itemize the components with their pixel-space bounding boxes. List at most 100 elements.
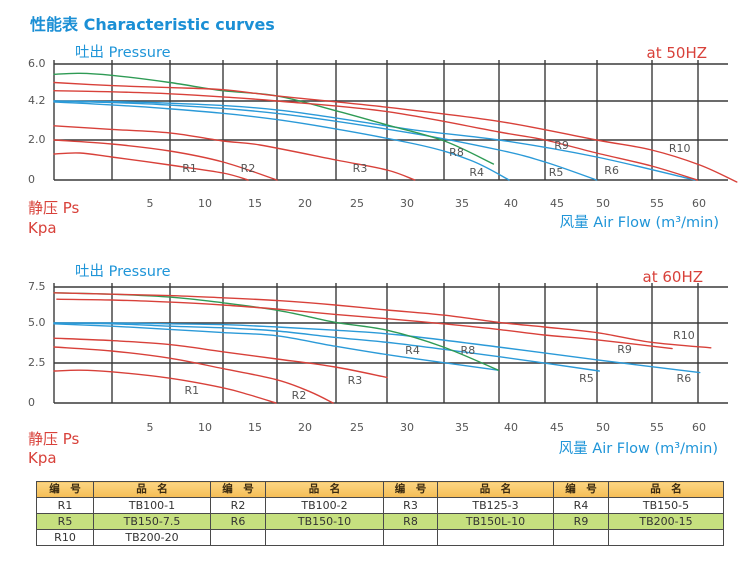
x-tick-label: 15 — [248, 197, 262, 210]
curve-R4 — [53, 323, 499, 371]
curve-R3 — [53, 125, 416, 181]
x-tick-label: 60 — [692, 197, 706, 210]
curve-label-R10: R10 — [673, 329, 695, 342]
cell-code: R1 — [36, 497, 94, 514]
header-model: 品 名 — [608, 481, 724, 498]
x-tick-label: 5 — [147, 197, 154, 210]
x-tick-label: 10 — [198, 421, 212, 434]
y-axis-unit: Kpa — [28, 219, 57, 237]
x-tick-label: 35 — [455, 421, 469, 434]
x-tick-label: 15 — [248, 421, 262, 434]
cell-code: R10 — [36, 529, 94, 546]
curve-R10 — [53, 81, 738, 183]
curve-R5 — [53, 322, 600, 372]
curve-R1 — [53, 152, 249, 181]
cell-model: TB150-7.5 — [93, 513, 211, 530]
curves — [53, 292, 712, 404]
curve-R6 — [53, 100, 696, 181]
cell-code — [210, 529, 266, 546]
curve-label-R5: R5 — [579, 372, 594, 385]
curve-label-R9: R9 — [617, 343, 632, 356]
table-row: R10 TB200-20 — [36, 529, 724, 546]
cell-code: R6 — [210, 513, 266, 530]
cell-model — [437, 529, 554, 546]
chart-60hz: 吐出 Pressure at 60HZ 静压 Ps Kpa 风量 Air Flo… — [28, 263, 728, 467]
curve-label-R10: R10 — [669, 142, 691, 155]
curve-label-R2: R2 — [241, 162, 256, 175]
curve-label-R4: R4 — [469, 166, 484, 179]
y-tick-label: 0 — [28, 173, 35, 186]
curve-label-R1: R1 — [182, 162, 197, 175]
curve-label-R4: R4 — [405, 344, 420, 357]
cell-model: TB100-2 — [265, 497, 384, 514]
curve-label-R2: R2 — [292, 389, 307, 402]
table-row: R5 TB150-7.5 R6 TB150-10 R8 TB150L-10 R9… — [36, 513, 724, 530]
chart-50hz: 吐出 Pressure at 50HZ 静压 Ps Kpa 风量 Air Flo… — [28, 44, 738, 237]
curve-label-R1: R1 — [184, 384, 199, 397]
y-tick-label: 2.5 — [28, 356, 46, 369]
y-axis-label: 静压 Ps — [28, 199, 80, 217]
cell-model: TB100-1 — [93, 497, 211, 514]
table-row: R1 TB100-1 R2 TB100-2 R3 TB125-3 R4 TB15… — [36, 497, 724, 514]
pressure-label: 吐出 Pressure — [75, 44, 171, 61]
y-tick-label: 4.2 — [28, 94, 46, 107]
x-tick-label: 55 — [650, 421, 664, 434]
curve-label-R5: R5 — [549, 166, 564, 179]
cell-model: TB150-10 — [265, 513, 384, 530]
pressure-label: 吐出 Pressure — [75, 263, 171, 280]
x-tick-label: 40 — [504, 197, 518, 210]
grid — [53, 283, 728, 404]
curve-label-R6: R6 — [677, 372, 692, 385]
cell-model: TB125-3 — [437, 497, 554, 514]
curve-R9 — [53, 90, 698, 181]
x-axis-label: 风量 Air Flow (m³/min) — [559, 440, 718, 457]
x-tick-label: 25 — [350, 197, 364, 210]
cell-model: TB150L-10 — [437, 513, 554, 530]
header-model: 品 名 — [93, 481, 211, 498]
x-tick-label: 35 — [455, 197, 469, 210]
curve-R3 — [53, 337, 388, 379]
x-tick-label: 50 — [596, 197, 610, 210]
cell-code: R3 — [383, 497, 438, 514]
curve-label-R9: R9 — [554, 139, 569, 152]
curve-R1 — [53, 369, 277, 404]
x-tick-label: 50 — [596, 421, 610, 434]
cell-model: TB200-15 — [608, 513, 724, 530]
y-tick-label: 7.5 — [28, 280, 46, 293]
cell-code: R2 — [210, 497, 266, 514]
y-tick-label: 6.0 — [28, 57, 46, 70]
x-tick-label: 20 — [298, 197, 312, 210]
curve-label-R8: R8 — [449, 146, 464, 159]
curve-R5 — [53, 100, 598, 181]
x-tick-label: 30 — [400, 421, 414, 434]
cell-model: TB150-5 — [608, 497, 724, 514]
y-axis-unit: Kpa — [28, 449, 57, 467]
curve-label-R3: R3 — [348, 374, 363, 387]
page-title: 性能表 Characteristic curves — [30, 15, 275, 34]
curves — [53, 72, 738, 183]
x-tick-label: 5 — [147, 421, 154, 434]
x-axis-label: 风量 Air Flow (m³/min) — [560, 214, 719, 231]
curve-labels: R1 R2 R3 R4 R8 R9 R10 R5 R6 — [184, 329, 694, 402]
y-tick-label: 0 — [28, 396, 35, 409]
axis-ticks: 5 10 15 20 25 30 35 40 45 50 55 60 0 2.0 4.2 6.0 — [28, 57, 706, 210]
y-tick-label: 5.0 — [28, 316, 46, 329]
curve-R10 — [53, 292, 712, 349]
x-tick-label: 30 — [400, 197, 414, 210]
cell-code: R8 — [383, 513, 438, 530]
x-tick-label: 10 — [198, 197, 212, 210]
curve-R2 — [53, 346, 334, 404]
x-tick-label: 40 — [504, 421, 518, 434]
header-code: 编 号 — [36, 481, 94, 498]
header-code: 编 号 — [383, 481, 438, 498]
cell-model: TB200-20 — [93, 529, 211, 546]
x-tick-label: 25 — [350, 421, 364, 434]
table-header-row: 编 号 品 名 编 号 品 名 编 号 品 名 编 号 品 名 — [36, 481, 724, 498]
curve-R4 — [53, 101, 510, 181]
header-code: 编 号 — [210, 481, 266, 498]
frequency-label: at 50HZ — [647, 44, 707, 62]
curve-labels: R1 R2 R3 R4 R5 R6 R8 R9 R10 — [182, 139, 690, 179]
model-table: 编 号 品 名 编 号 品 名 编 号 品 名 编 号 品 名 R1 TB100… — [36, 481, 724, 546]
axis-ticks: 5 10 15 20 25 30 35 40 45 50 55 60 0 2.5 5.0 7.5 — [28, 280, 706, 434]
